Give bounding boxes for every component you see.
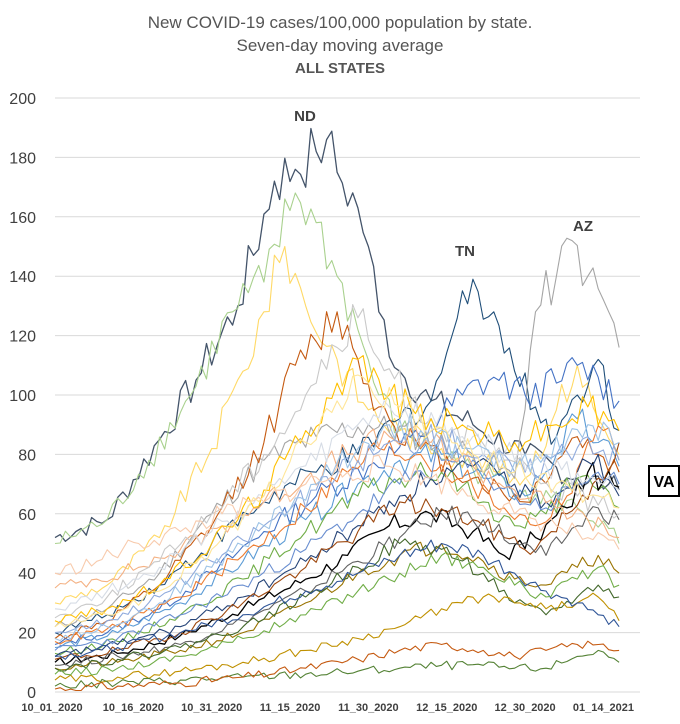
series-line xyxy=(54,237,620,628)
annotations: ND TN AZ VA xyxy=(294,108,680,497)
series-line xyxy=(54,245,620,605)
va-label-box xyxy=(648,465,680,497)
series-line xyxy=(54,541,620,671)
series-line xyxy=(54,425,620,645)
series-lines xyxy=(54,127,620,692)
annotation-va: VA xyxy=(653,474,674,491)
x-tick-label: 10_16_2020 xyxy=(103,702,164,714)
x-tick-label: 01_14_2021 xyxy=(573,702,634,714)
y-tick-label: 160 xyxy=(9,210,36,227)
y-tick-label: 100 xyxy=(9,388,36,405)
series-line xyxy=(54,374,620,628)
x-tick-label: 11_30_2020 xyxy=(338,702,399,714)
x-tick-label: 12_15_2020 xyxy=(416,702,477,714)
series-line xyxy=(54,278,620,636)
x-tick-label: 12_30_2020 xyxy=(494,702,555,714)
x-tick-label: 10_01_2020 xyxy=(21,702,82,714)
series-line xyxy=(54,355,620,624)
y-tick-label: 0 xyxy=(27,685,36,702)
chart-subtitle: Seven-day moving average xyxy=(237,36,444,55)
y-tick-label: 40 xyxy=(18,566,36,583)
series-line xyxy=(54,304,620,619)
series-line xyxy=(54,454,620,576)
series-line xyxy=(54,649,620,689)
series-line xyxy=(54,539,620,660)
series-line xyxy=(54,453,620,657)
series-line xyxy=(54,192,620,545)
series-line xyxy=(54,461,620,656)
series-line xyxy=(54,400,620,611)
y-axis-ticks: 0 20 40 60 80 100 120 140 160 180 200 xyxy=(9,91,36,702)
y-tick-label: 200 xyxy=(9,91,36,108)
chart-subtitle-2: ALL STATES xyxy=(295,60,385,77)
annotation-az: AZ xyxy=(573,218,593,235)
series-line xyxy=(54,551,620,676)
annotation-tn: TN xyxy=(455,243,475,260)
x-tick-label: 10_31_2020 xyxy=(181,702,242,714)
series-line xyxy=(54,357,620,646)
series-line xyxy=(54,311,620,640)
series-line xyxy=(54,423,620,634)
y-tick-label: 80 xyxy=(18,447,36,464)
x-tick-label: 11_15_2020 xyxy=(260,702,321,714)
gridlines xyxy=(55,97,640,693)
y-tick-label: 20 xyxy=(18,626,36,643)
y-tick-label: 180 xyxy=(9,150,36,167)
y-tick-label: 120 xyxy=(9,329,36,346)
series-line xyxy=(54,640,620,692)
y-tick-label: 60 xyxy=(18,507,36,524)
series-line xyxy=(54,538,620,672)
annotation-nd: ND xyxy=(294,108,316,125)
x-axis-ticks: 10_01_2020 10_16_2020 10_31_2020 11_15_2020… xyxy=(21,702,634,714)
series-line xyxy=(54,442,620,660)
y-tick-label: 140 xyxy=(9,269,36,286)
series-line xyxy=(54,424,620,589)
series-line xyxy=(54,413,620,642)
series-line xyxy=(54,449,620,651)
chart-title: New COVID-19 cases/100,000 population by… xyxy=(148,13,533,32)
series-line xyxy=(54,408,620,649)
